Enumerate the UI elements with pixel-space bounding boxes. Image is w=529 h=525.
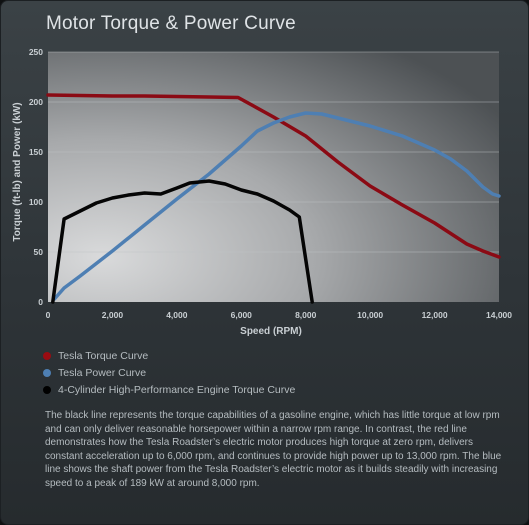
legend-item-tesla-torque: Tesla Torque Curve <box>43 347 295 364</box>
y-tick-label: 200 <box>29 97 43 107</box>
x-axis-label: Speed (RPM) <box>240 326 302 337</box>
y-tick-label: 0 <box>38 297 43 307</box>
x-tick-label: 14,000 <box>486 310 512 320</box>
legend-swatch-blue-dot <box>43 368 51 377</box>
engine-torque-line <box>51 179 314 304</box>
legend-item-tesla-power: Tesla Power Curve <box>43 364 295 381</box>
tesla-power-line <box>52 111 501 301</box>
chart-description: The black line represents the torque cap… <box>45 410 502 489</box>
x-tick-label: 6,000 <box>231 310 253 320</box>
y-axis-label: Torque (ft-lb) and Power (kW) <box>12 102 23 241</box>
y-tick-label: 100 <box>29 197 43 207</box>
chart-plot: 0 50 100 150 200 250 0 2,000 4,000 6,000 8,000 10,… <box>12 47 513 337</box>
legend: Tesla Torque Curve Tesla Power Curve 4-C… <box>43 347 295 398</box>
x-tick-label: 8,000 <box>295 310 317 320</box>
y-tick-label: 50 <box>34 247 44 257</box>
legend-label: 4-Cylinder High-Performance Engine Torqu… <box>58 383 296 396</box>
legend-swatch-black-dot <box>43 385 51 394</box>
x-tick-label: 2,000 <box>102 310 124 320</box>
x-tick-label: 12,000 <box>422 310 448 320</box>
y-tick-label: 250 <box>29 47 43 57</box>
x-axis: 0 2,000 4,000 6,000 8,000 10,000 12,000 14,000 <box>46 310 513 320</box>
legend-label: Tesla Torque Curve <box>58 349 149 362</box>
y-tick-label: 150 <box>29 147 43 157</box>
x-tick-label: 4,000 <box>166 310 188 320</box>
legend-item-engine-torque: 4-Cylinder High-Performance Engine Torqu… <box>43 381 295 398</box>
tesla-torque-line <box>46 93 501 259</box>
series-layer <box>46 93 501 304</box>
x-tick-label: 10,000 <box>357 310 383 320</box>
legend-label: Tesla Power Curve <box>58 366 147 379</box>
legend-swatch-red-dot <box>43 351 51 360</box>
x-tick-label: 0 <box>46 310 51 320</box>
plot-area <box>48 52 499 302</box>
chart-title: Motor Torque & Power Curve <box>46 13 296 34</box>
y-axis: 0 50 100 150 200 250 <box>29 47 43 307</box>
